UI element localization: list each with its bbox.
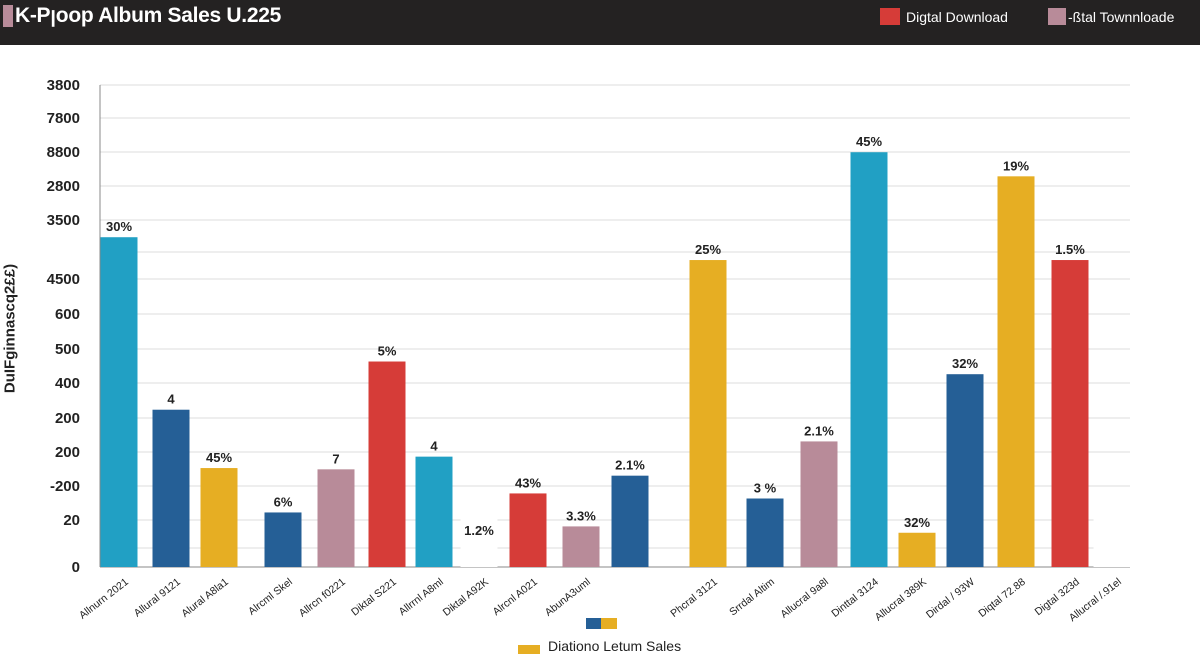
x-tick-label: Phcral 3121 <box>668 576 720 620</box>
y-tick-label: 0 <box>72 559 80 576</box>
legend-label: -ßtal Townnloade <box>1068 8 1175 25</box>
bar <box>611 475 649 567</box>
y-tick-label: 200 <box>55 444 80 461</box>
bar <box>746 498 784 567</box>
y-tick-label: 3500 <box>47 212 80 229</box>
legend-swatch-blue <box>586 618 601 629</box>
x-tick-label: Diqtal 72.88 <box>976 576 1028 620</box>
data-label: 32% <box>952 356 978 371</box>
x-tick-label: Diktal A92K <box>441 576 491 619</box>
legend-item-digital-download: Digtal Download <box>880 8 1008 25</box>
x-tick-label: Alural A8la1 <box>179 576 231 620</box>
bar <box>152 409 190 567</box>
data-label: 25% <box>695 242 721 257</box>
data-label: 3 % <box>754 481 777 496</box>
bar <box>689 260 727 567</box>
y-tick-label: 2800 <box>47 178 80 195</box>
bar <box>1093 510 1131 567</box>
bar <box>200 468 238 567</box>
y-tick-label: 7800 <box>47 110 80 127</box>
y-tick-label: 400 <box>55 375 80 392</box>
bar <box>460 510 498 567</box>
data-label: 7 <box>332 451 339 466</box>
bar <box>368 361 406 567</box>
chart-title: K-Pꞁoop Album Sales U.225 <box>15 4 281 27</box>
legend-item-townloade: -ßtal Townnloade <box>1048 8 1174 25</box>
bar <box>562 526 600 567</box>
x-tick-label: Allnurn 2021 <box>77 576 131 622</box>
bar <box>317 469 355 567</box>
data-label: 1.2% <box>464 523 494 538</box>
data-label: 5% <box>378 344 397 359</box>
data-label: 32% <box>904 515 930 530</box>
data-label: 19% <box>1003 158 1029 173</box>
bottom-legend-label: Diationo Letum Sales <box>548 638 682 654</box>
data-label: 4 <box>167 392 175 407</box>
legend-swatch-yellow <box>518 644 540 654</box>
bar <box>509 493 547 567</box>
legend-swatch-red <box>880 8 900 25</box>
legend-swatch-pink <box>1048 8 1066 25</box>
x-tick-label: Allrrnl A8ml <box>397 576 446 618</box>
data-label: 6% <box>274 494 293 509</box>
data-label: 45% <box>856 134 882 149</box>
x-tick-label: Diktal S221 <box>349 576 399 619</box>
bar <box>997 176 1035 568</box>
x-tick-label: AbunA3uml <box>543 576 593 619</box>
y-tick-label: 4500 <box>47 271 80 288</box>
y-tick-label: 500 <box>55 341 80 358</box>
data-label: 2.1% <box>804 423 834 438</box>
data-label: 43% <box>515 475 541 490</box>
legend-swatch-yellow <box>601 618 617 629</box>
data-label: 3.3% <box>566 508 596 523</box>
data-label: 2.1% <box>615 458 645 473</box>
x-tick-label: Allrcn f0221 <box>297 576 348 620</box>
data-label: 4 <box>430 439 438 454</box>
bar <box>415 456 453 567</box>
bar <box>800 441 838 567</box>
data-label: 1.5% <box>1055 242 1085 257</box>
y-tick-label: -200 <box>50 478 80 495</box>
chart-header: K-Pꞁoop Album Sales U.225 Digtal Downloa… <box>0 0 1200 45</box>
bar <box>898 532 936 567</box>
x-tick-label: Alrcml Skel <box>246 576 295 618</box>
bar <box>1051 260 1089 567</box>
x-tick-label: Dirdal / 93W <box>924 576 977 621</box>
bar <box>946 374 984 567</box>
legend-label: Digtal Download <box>906 8 1008 25</box>
y-tick-label: 600 <box>55 306 80 323</box>
bar <box>100 237 138 568</box>
data-label: 45% <box>206 450 232 465</box>
x-tick-label: Allucral 9a8l <box>778 576 830 621</box>
bar <box>850 152 888 567</box>
x-tick-label: Srrdal Altim <box>727 576 777 619</box>
y-tick-label: 200 <box>55 410 80 427</box>
y-tick-label: 8800 <box>47 144 80 161</box>
y-tick-label: 3800 <box>47 77 80 94</box>
x-tick-label: Alrcnl A021 <box>491 576 540 618</box>
data-label: 30% <box>106 219 132 234</box>
x-tick-label: Allucral 389K <box>873 576 929 624</box>
x-tick-label: Allural 9121 <box>132 576 183 620</box>
bar <box>264 512 302 567</box>
y-tick-label: 20 <box>63 512 80 529</box>
bottom-legend: Diationo Letum Sales <box>518 638 681 654</box>
title-swatch <box>3 5 13 27</box>
